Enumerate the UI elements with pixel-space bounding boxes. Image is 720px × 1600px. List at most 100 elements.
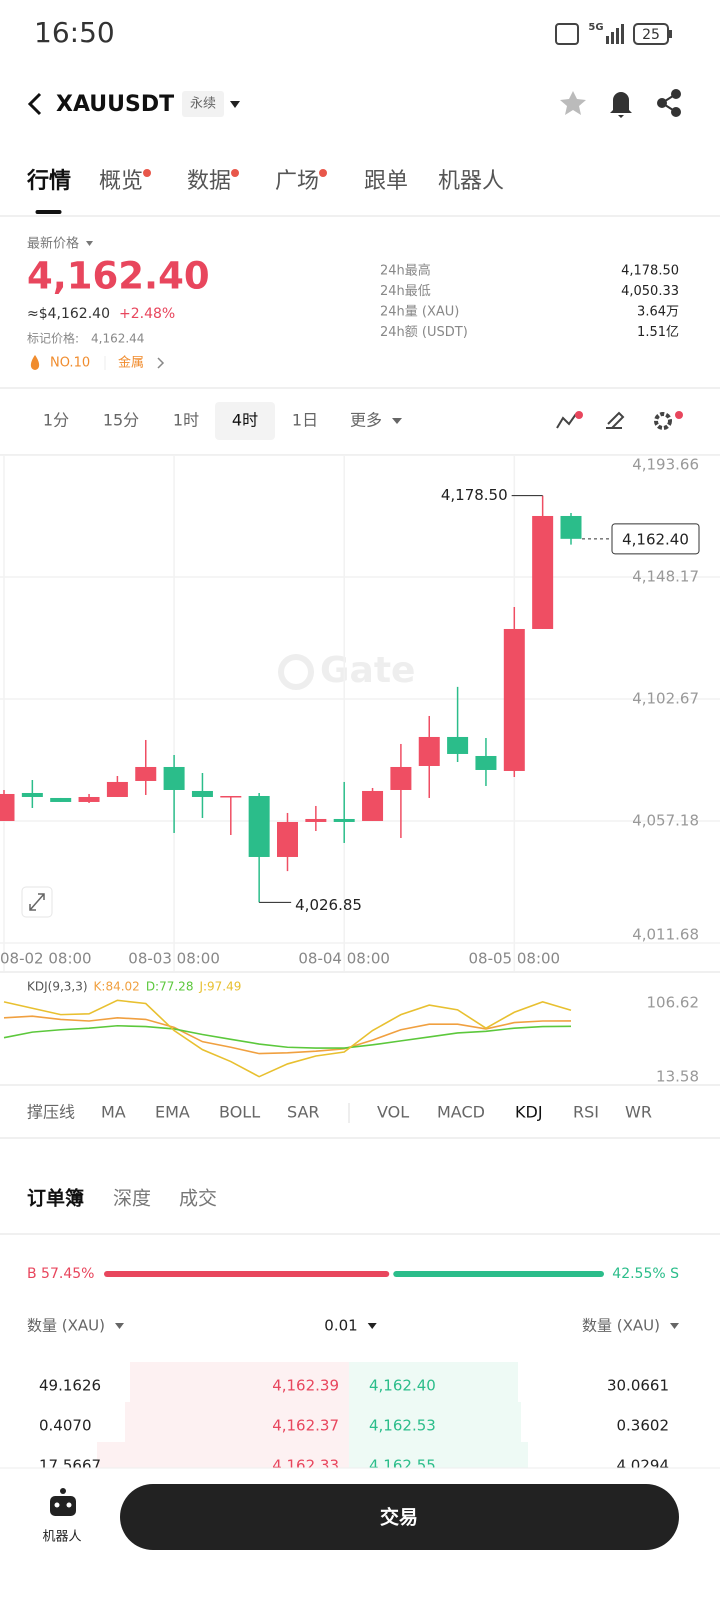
indicator-tab[interactable]: MACD [437, 1103, 485, 1122]
signal-icon [606, 24, 624, 44]
ask-price[interactable]: 4,162.53 [369, 1417, 436, 1435]
stat-label: 24h量 (XAU) [380, 305, 459, 320]
bid-price[interactable]: 4,162.37 [272, 1417, 339, 1435]
interval[interactable]: 1分 [43, 411, 69, 430]
watermark-logo [278, 654, 314, 690]
bid-depth [125, 1402, 349, 1442]
stat-value: 1.51亿 [637, 325, 679, 340]
column-header[interactable]: 0.01 [324, 1317, 357, 1335]
indicator-tab[interactable]: MA [101, 1103, 126, 1122]
indicator-tab[interactable]: BOLL [219, 1103, 260, 1122]
tab[interactable]: 概览 [99, 169, 143, 194]
ask-quantity: 0.3602 [617, 1417, 670, 1435]
robot-label[interactable]: 机器人 [42, 1530, 81, 1545]
tab[interactable]: 数据 [187, 169, 231, 194]
caret [115, 1323, 124, 1329]
sell-ratio-label: 42.55% S [612, 1266, 679, 1282]
indicator-tab[interactable]: EMA [155, 1103, 190, 1122]
indicator-tab[interactable]: KDJ [515, 1103, 543, 1122]
watermark: Gate [320, 650, 415, 691]
indicator-tab[interactable]: SAR [287, 1103, 320, 1122]
interval[interactable]: 更多 [350, 411, 382, 430]
trade-button[interactable] [120, 1484, 679, 1550]
interval[interactable]: 1时 [173, 411, 199, 430]
candle-body [163, 766, 185, 790]
x-tick-label: 08-04 08:00 [298, 950, 390, 968]
draw-button[interactable] [606, 411, 625, 429]
stat-label: 24h额 (USDT) [380, 325, 468, 340]
ask-depth [349, 1402, 521, 1442]
tab[interactable]: 跟单 [364, 169, 408, 194]
battery-tip [669, 30, 672, 38]
indicator-tab[interactable]: VOL [377, 1103, 409, 1122]
trade-label[interactable]: 交易 [380, 1506, 418, 1529]
sell-ratio-bar [393, 1271, 604, 1277]
battery-level: 25 [642, 27, 660, 43]
last-price-box [611, 523, 700, 555]
ask-price[interactable]: 4,162.40 [369, 1377, 436, 1395]
interval[interactable]: 1日 [292, 411, 318, 430]
favorite-button[interactable] [560, 91, 586, 115]
high-label: 4,178.50 [441, 486, 508, 504]
candle-plot [0, 455, 720, 971]
stat-label: 24h最高 [380, 263, 431, 279]
tab[interactable]: 行情 [26, 168, 71, 194]
price-change: +2.48% [119, 306, 175, 322]
indicator-tab[interactable]: 撑压线 [27, 1103, 75, 1122]
dynamic-layer: 行情 概览 数据 广场 跟单 机器人 24h最高 4,178.50 24h最低 4,050.33 2… [0, 168, 720, 1475]
kdj-plot [3, 999, 572, 1078]
last-price-label: 4,162.40 [622, 530, 689, 548]
column-header[interactable]: 数量 (XAU) [27, 1317, 105, 1335]
fire-icon [30, 355, 40, 370]
legend-label: D:77.28 [146, 980, 194, 994]
tab[interactable]: 广场 [275, 169, 319, 194]
y-tick-label: 4,011.68 [632, 926, 699, 944]
interval-active [215, 402, 275, 440]
candle-body [503, 628, 525, 771]
indicator-button[interactable] [556, 413, 577, 429]
back-button[interactable] [27, 92, 42, 116]
legend-label: J:97.49 [198, 980, 241, 994]
caret [670, 1323, 679, 1329]
column-header[interactable]: 数量 (XAU) [582, 1317, 660, 1335]
badge-dot [575, 411, 583, 419]
badge-dot [675, 411, 683, 419]
rank[interactable]: NO.10 [50, 356, 90, 371]
interval[interactable]: 15分 [103, 411, 139, 430]
candle-body [475, 755, 497, 770]
ask-depth [349, 1362, 518, 1402]
symbol-caret[interactable] [230, 101, 240, 108]
candle-body [390, 766, 412, 790]
alert-button[interactable] [610, 92, 632, 118]
tab[interactable]: 机器人 [438, 169, 504, 194]
ask-quantity: 30.0661 [607, 1377, 669, 1395]
tab-dot [231, 169, 240, 177]
indicator-tab[interactable]: WR [625, 1103, 652, 1122]
x-tick-label: 08-05 08:00 [469, 950, 561, 968]
orderbook-tab[interactable]: 成交 [179, 1188, 217, 1210]
caret [367, 1323, 377, 1329]
candle-body [333, 818, 355, 822]
indicator-tab[interactable]: RSI [573, 1103, 599, 1122]
share-button[interactable] [657, 89, 681, 117]
candle-body [50, 797, 72, 802]
usd-price: ≈$4,162.40 [27, 306, 110, 322]
candle-body [21, 792, 43, 797]
robot-icon[interactable] [50, 1488, 76, 1516]
candle-body [447, 736, 469, 754]
status-time: 16:50 [34, 16, 115, 49]
kdj-line [3, 999, 572, 1078]
vibrate-icon [555, 23, 579, 45]
settings-button[interactable] [654, 412, 672, 430]
orderbook-tab[interactable]: 订单簿 [27, 1187, 84, 1210]
mark-price: 4,162.44 [91, 332, 144, 346]
orderbook-tab[interactable]: 深度 [113, 1188, 151, 1210]
symbol[interactable]: XAUUSDT [56, 92, 174, 117]
sector[interactable]: 金属 [118, 355, 144, 371]
interval[interactable]: 4时 [232, 411, 258, 430]
tab-dot [143, 169, 152, 177]
candle-body [418, 736, 440, 766]
bid-price[interactable]: 4,162.39 [272, 1377, 339, 1395]
candle-body [106, 781, 128, 797]
